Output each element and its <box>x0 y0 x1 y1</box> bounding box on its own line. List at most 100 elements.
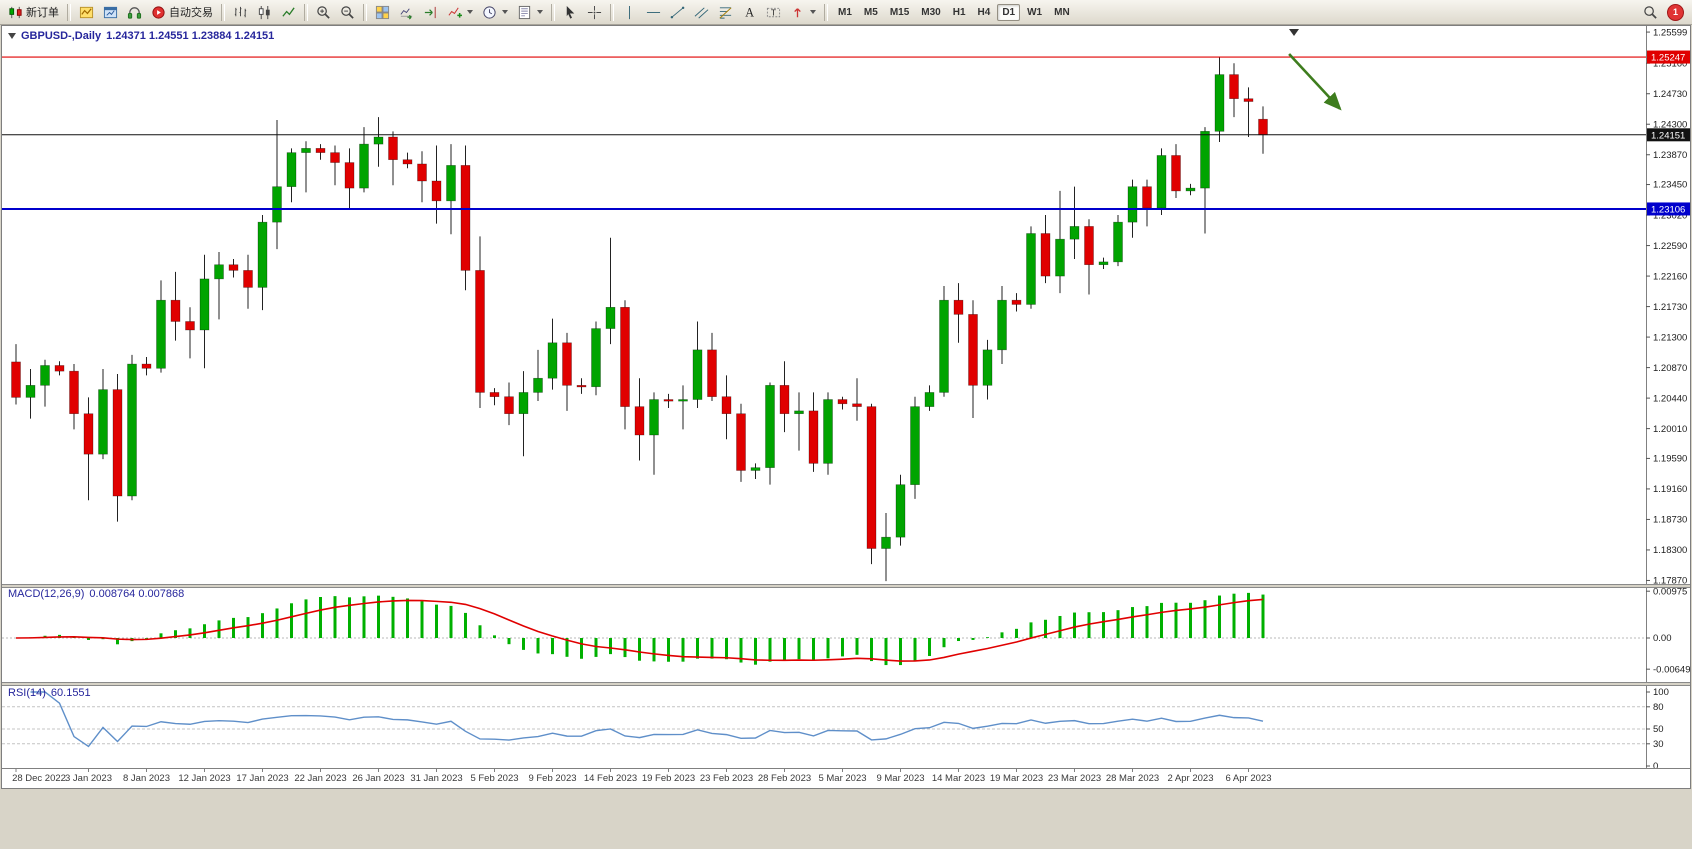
timeframe-h1-button[interactable]: H1 <box>948 4 971 21</box>
price-axis[interactable]: 1.25599 1.25160 1.24730 1.24300 1.23870 1.234… <box>1646 26 1687 768</box>
dropdown-caret-icon <box>502 10 508 14</box>
svg-text:1.19160: 1.19160 <box>1653 484 1687 495</box>
fibonacci-tool-button[interactable] <box>714 2 737 23</box>
fibonacci-icon <box>718 5 733 20</box>
svg-text:A: A <box>745 5 754 19</box>
timeframe-mn-button[interactable]: MN <box>1049 4 1075 21</box>
market-sounds-button[interactable] <box>123 2 146 23</box>
search-button[interactable] <box>1639 2 1662 23</box>
timeframe-m15-button[interactable]: M15 <box>885 4 914 21</box>
zoom-in-button[interactable] <box>312 2 335 23</box>
toolbar-separator <box>824 3 828 21</box>
channel-tool-button[interactable] <box>690 2 713 23</box>
svg-text:23 Mar 2023: 23 Mar 2023 <box>1048 773 1101 784</box>
new-chart-button[interactable] <box>75 2 98 23</box>
candlestick-chart-button[interactable] <box>253 2 276 23</box>
chart-shift-marker[interactable] <box>1289 29 1299 36</box>
dropdown-caret-icon <box>467 10 473 14</box>
timeframe-m1-button[interactable]: M1 <box>833 4 857 21</box>
svg-text:1.23020: 1.23020 <box>1653 210 1687 221</box>
tile-windows-button[interactable] <box>371 2 394 23</box>
templates-icon <box>517 5 532 20</box>
svg-text:28 Feb 2023: 28 Feb 2023 <box>758 773 811 784</box>
svg-text:9 Mar 2023: 9 Mar 2023 <box>876 773 924 784</box>
svg-text:8 Jan 2023: 8 Jan 2023 <box>123 773 170 784</box>
timeframe-m30-button[interactable]: M30 <box>916 4 945 21</box>
line-chart-icon <box>281 5 296 20</box>
timeframe-toolbar: M1 M5 M15 M30 H1 H4 D1 W1 MN <box>832 3 1076 21</box>
svg-text:1.21300: 1.21300 <box>1653 332 1687 343</box>
zoom-out-icon <box>340 5 355 20</box>
bar-chart-icon <box>233 5 248 20</box>
horizontal-line-icon <box>646 5 661 20</box>
trend-arrow-annotation[interactable] <box>1288 53 1342 111</box>
notification-badge[interactable]: 1 <box>1667 3 1684 21</box>
dropdown-caret-icon <box>810 10 816 14</box>
svg-text:1.23450: 1.23450 <box>1653 180 1687 191</box>
horizontal-line-tool-button[interactable] <box>642 2 665 23</box>
candlestick-series <box>11 56 1268 582</box>
arrows-tool-button[interactable] <box>786 2 820 23</box>
profiles-button[interactable] <box>99 2 122 23</box>
date-axis[interactable]: 28 Dec 2022 3 Jan 2023 8 Jan 2023 12 Jan 20… <box>2 768 1690 784</box>
search-icon <box>1643 5 1658 20</box>
svg-text:1.18300: 1.18300 <box>1653 545 1687 556</box>
periods-button[interactable] <box>478 2 512 23</box>
svg-text:80: 80 <box>1653 702 1664 713</box>
crosshair-button[interactable] <box>583 2 606 23</box>
timeframe-h4-button[interactable]: H4 <box>973 4 996 21</box>
svg-text:28 Mar 2023: 28 Mar 2023 <box>1106 773 1159 784</box>
svg-text:0.00: 0.00 <box>1653 633 1672 644</box>
pane-separator[interactable] <box>2 584 1690 588</box>
indicators-icon <box>447 5 462 20</box>
macd-pane: 0.00975 0.00 -0.006494 <box>2 586 1690 675</box>
new-order-icon <box>8 5 23 20</box>
auto-scroll-button[interactable] <box>395 2 418 23</box>
svg-text:23 Feb 2023: 23 Feb 2023 <box>700 773 753 784</box>
dropdown-caret-icon <box>537 10 543 14</box>
vertical-line-icon <box>622 5 637 20</box>
zoom-out-button[interactable] <box>336 2 359 23</box>
svg-text:1.22160: 1.22160 <box>1653 271 1687 282</box>
chart-shift-button[interactable] <box>419 2 442 23</box>
cursor-button[interactable] <box>559 2 582 23</box>
timeframe-d1-button[interactable]: D1 <box>997 3 1021 21</box>
timeframe-m5-button[interactable]: M5 <box>859 4 883 21</box>
market-sounds-icon <box>127 5 142 20</box>
svg-text:5 Feb 2023: 5 Feb 2023 <box>470 773 518 784</box>
price-chart[interactable]: 1.25599 1.25160 1.24730 1.24300 1.23870 1.234… <box>2 26 1690 788</box>
svg-text:31 Jan 2023: 31 Jan 2023 <box>410 773 462 784</box>
auto-scroll-icon <box>399 5 414 20</box>
new-order-button[interactable]: 新订单 <box>4 2 63 23</box>
toolbar-separator <box>304 3 308 21</box>
label-tool-button[interactable]: T <box>762 2 785 23</box>
svg-text:1.19590: 1.19590 <box>1653 454 1687 465</box>
svg-text:12 Jan 2023: 12 Jan 2023 <box>178 773 230 784</box>
auto-trading-button[interactable]: 自动交易 <box>147 2 217 23</box>
line-chart-button[interactable] <box>277 2 300 23</box>
indicators-button[interactable] <box>443 2 477 23</box>
timeframe-w1-button[interactable]: W1 <box>1022 4 1047 21</box>
svg-text:22 Jan 2023: 22 Jan 2023 <box>294 773 346 784</box>
pane-separator[interactable] <box>2 682 1690 686</box>
text-icon: A <box>742 5 757 20</box>
trendline-tool-button[interactable] <box>666 2 689 23</box>
svg-text:0: 0 <box>1653 761 1658 772</box>
templates-button[interactable] <box>513 2 547 23</box>
arrows-tool-icon <box>790 5 805 20</box>
resistance-line-price-tag: 1.25247 <box>1647 50 1690 64</box>
svg-text:1.20010: 1.20010 <box>1653 424 1687 435</box>
bar-chart-button[interactable] <box>229 2 252 23</box>
svg-text:1.24730: 1.24730 <box>1653 89 1687 100</box>
trendline-icon <box>670 5 685 20</box>
chart-window: 1.25599 1.25160 1.24730 1.24300 1.23870 1.234… <box>1 25 1691 789</box>
collapse-chart-icon[interactable] <box>8 33 16 39</box>
toolbar-separator <box>551 3 555 21</box>
svg-text:1.25247: 1.25247 <box>1651 53 1685 64</box>
text-tool-button[interactable]: A <box>738 2 761 23</box>
cursor-icon <box>563 5 578 20</box>
toolbar-separator <box>610 3 614 21</box>
svg-text:1.18730: 1.18730 <box>1653 515 1687 526</box>
vertical-line-tool-button[interactable] <box>618 2 641 23</box>
svg-text:1.24300: 1.24300 <box>1653 119 1687 130</box>
